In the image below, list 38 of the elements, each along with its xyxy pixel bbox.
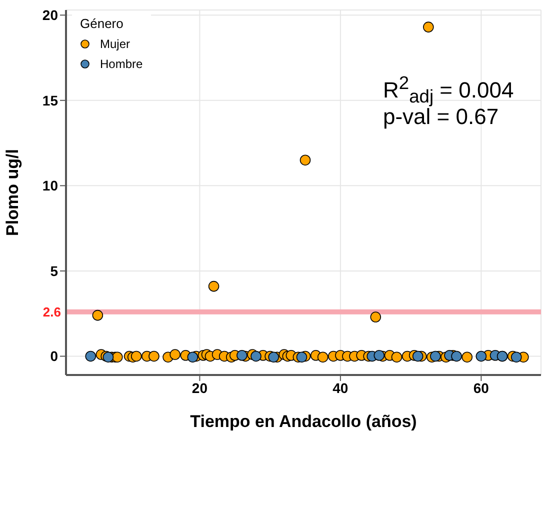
y-tick-label: 0 <box>50 348 58 364</box>
point <box>92 310 104 321</box>
legend-title: Género <box>80 16 124 31</box>
point <box>130 350 142 362</box>
legend-label: Mujer <box>100 37 130 51</box>
annotation: R$^{2}$$_{adj}$ = 0.004 <box>383 72 514 107</box>
point <box>236 350 248 361</box>
point <box>391 352 402 362</box>
x-tick-label: 60 <box>473 380 490 396</box>
point <box>85 350 96 362</box>
point <box>317 352 328 362</box>
point <box>170 349 180 360</box>
point <box>430 350 441 362</box>
x-tick-label: 40 <box>332 380 348 396</box>
point <box>510 352 522 362</box>
point <box>374 350 385 361</box>
y-tick-label: 15 <box>42 92 58 108</box>
x-tick-label: 20 <box>192 380 208 396</box>
point <box>250 350 262 362</box>
point <box>187 352 198 362</box>
point <box>208 280 220 292</box>
legend-label: Hombre <box>100 57 143 71</box>
y-axis-title: Plomo ug/l <box>3 149 22 236</box>
y-tick-label: 5 <box>50 262 58 279</box>
point <box>476 350 487 362</box>
point <box>451 350 462 362</box>
point <box>462 352 473 362</box>
point <box>296 352 308 362</box>
ref-line-label: 2.6 <box>42 304 61 320</box>
point <box>268 352 279 362</box>
y-tick-label: 20 <box>42 7 58 24</box>
point <box>370 312 382 322</box>
x-axis-title: Tiempo en Andacollo (años) <box>190 412 417 431</box>
point <box>423 22 434 32</box>
point <box>412 350 424 362</box>
point <box>148 350 160 362</box>
y-tick-label: 10 <box>42 178 58 194</box>
point <box>300 154 311 166</box>
